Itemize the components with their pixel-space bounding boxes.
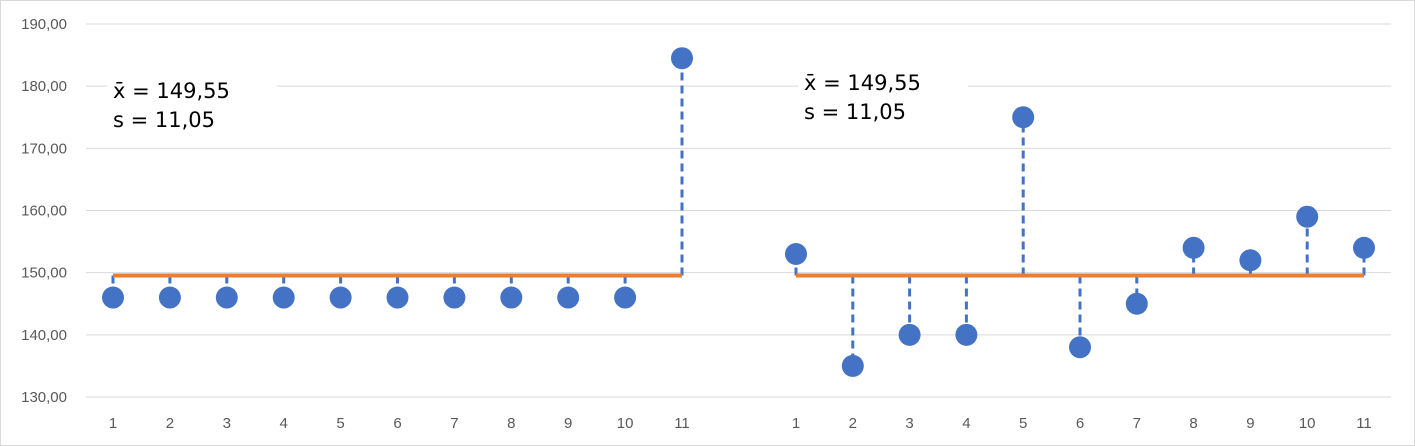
x-tick-label: 10 <box>1299 415 1316 432</box>
chart-panels: 1 2 3 4 5 6 7 8 9 10 11 x̄ = 149,55 s = 11,05 1 2 3 4 5 6 7… <box>102 47 1375 432</box>
data-point <box>158 286 181 309</box>
x-tick-label: 2 <box>849 415 857 432</box>
x-tick-label: 11 <box>1356 415 1372 432</box>
data-point <box>329 286 352 309</box>
data-point <box>557 286 580 309</box>
data-point <box>1239 249 1262 272</box>
x-tick-label: 1 <box>109 415 117 432</box>
data-point <box>215 286 238 309</box>
annotation-backing <box>107 72 277 134</box>
x-tick-label: 6 <box>1076 415 1084 432</box>
x-tick-label: 9 <box>564 415 572 432</box>
data-point <box>841 354 864 377</box>
x-tick-label: 2 <box>166 415 174 432</box>
x-tick-label: 7 <box>1133 415 1141 432</box>
panel-1: 1 2 3 4 5 6 7 8 9 10 11 x̄ = 149,55 s = 11,05 <box>102 47 693 432</box>
data-point <box>785 243 807 266</box>
y-axis-ticks: 130,00 140,00 150,00 160,00 170,00 180,00 190,… <box>21 16 67 406</box>
data-point <box>1353 236 1375 259</box>
gridlines <box>86 23 1391 398</box>
mean-annotation: x̄ = 149,55 <box>804 71 921 95</box>
y-tick-label: 160,00 <box>21 203 67 220</box>
data-point <box>955 323 978 346</box>
x-tick-label: 8 <box>507 415 515 432</box>
data-point <box>1125 292 1148 315</box>
x-tick-label: 3 <box>223 415 231 432</box>
x-tick-label: 6 <box>393 415 401 432</box>
y-tick-label: 190,00 <box>21 16 67 33</box>
data-point <box>614 286 637 309</box>
y-tick-label: 150,00 <box>21 265 67 282</box>
data-point <box>1069 336 1091 359</box>
panel-2: 1 2 3 4 5 6 7 8 9 10 11 x̄ = 149,55 s = 11,05 <box>785 64 1375 432</box>
data-point <box>386 286 409 309</box>
data-point <box>671 47 693 70</box>
data-point <box>102 286 124 309</box>
data-point <box>1012 106 1035 129</box>
data-point <box>1296 205 1319 228</box>
x-tick-label: 7 <box>450 415 458 432</box>
x-tick-label: 3 <box>905 415 913 432</box>
x-tick-label: 4 <box>962 415 970 432</box>
y-tick-label: 130,00 <box>21 389 67 406</box>
x-tick-label: 9 <box>1246 415 1254 432</box>
x-tick-label: 8 <box>1189 415 1197 432</box>
y-tick-label: 140,00 <box>21 327 67 344</box>
data-point <box>272 286 295 309</box>
x-tick-label: 5 <box>336 415 344 432</box>
x-tick-label: 4 <box>280 415 288 432</box>
y-tick-label: 180,00 <box>21 78 67 95</box>
sd-annotation: s = 11,05 <box>804 100 906 124</box>
x-tick-label: 10 <box>617 415 634 432</box>
x-tick-label: 1 <box>792 415 800 432</box>
data-point <box>1182 236 1205 259</box>
annotation-backing <box>798 64 968 126</box>
x-tick-label: 5 <box>1019 415 1027 432</box>
x-tick-label: 11 <box>674 415 690 432</box>
mean-annotation: x̄ = 149,55 <box>113 79 230 103</box>
data-point <box>443 286 466 309</box>
sd-annotation: s = 11,05 <box>113 108 215 132</box>
data-point <box>898 323 921 346</box>
y-tick-label: 170,00 <box>21 140 67 157</box>
data-point <box>500 286 523 309</box>
